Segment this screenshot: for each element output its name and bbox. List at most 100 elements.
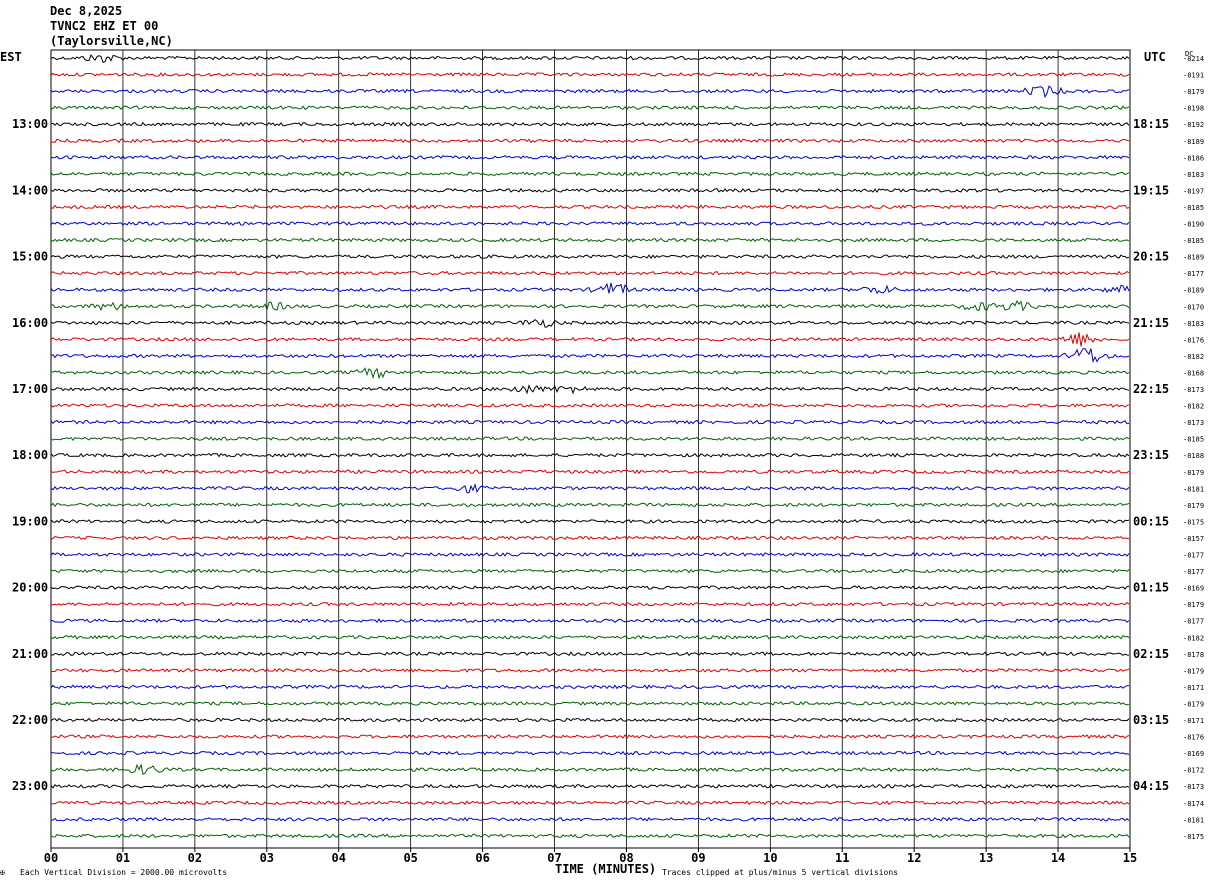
dc-offset-label: -8183 <box>1183 320 1204 328</box>
dc-offset-label: -8177 <box>1183 270 1204 278</box>
trace-line <box>50 519 1130 524</box>
plot-frame <box>50 49 1131 849</box>
trace-line <box>50 502 1130 508</box>
trace-line <box>50 72 1130 77</box>
trace-line <box>50 237 1130 243</box>
right-hour-label: 23:15 <box>1133 448 1169 462</box>
trace-line <box>50 535 1130 541</box>
trace-line <box>50 270 1130 276</box>
trace-line <box>50 105 1130 110</box>
left-axis-label: EST <box>0 50 22 64</box>
x-tick-label: 08 <box>619 851 633 865</box>
trace-line <box>50 204 1130 210</box>
dc-offset-label: -8173 <box>1183 386 1204 394</box>
trace-line <box>50 318 1130 328</box>
dc-offset-label: -8172 <box>1183 767 1204 775</box>
x-axis-label: TIME (MINUTES) <box>555 862 657 876</box>
trace-line <box>50 750 1130 756</box>
label-group: 00 01 02 03 04 05 06 07 08 09 10 11 12 13 14 15 13:00 18:… <box>12 55 1204 865</box>
right-axis-label: UTC <box>1144 50 1166 64</box>
dc-offset-label: -8177 <box>1183 568 1204 576</box>
right-hour-label: 03:15 <box>1133 713 1169 727</box>
trace-line <box>50 254 1130 260</box>
x-tick-label: 10 <box>763 851 777 865</box>
dc-offset-label: -8189 <box>1183 254 1204 262</box>
dc-offset-label: -8176 <box>1183 336 1204 344</box>
left-hour-label: 22:00 <box>12 713 48 727</box>
dc-offset-label: -8175 <box>1183 833 1204 841</box>
trace-line <box>50 138 1130 144</box>
trace-line <box>50 436 1130 442</box>
trace-line <box>50 332 1130 347</box>
dc-offset-label: -8168 <box>1183 369 1204 377</box>
trace-line <box>50 483 1130 494</box>
dc-offset-label: -8188 <box>1183 452 1204 460</box>
dc-offset-label: -8182 <box>1183 634 1204 642</box>
left-hour-label: 16:00 <box>12 316 48 330</box>
trace-line <box>50 469 1130 475</box>
trace-line <box>50 668 1130 673</box>
trace-group <box>50 53 1130 839</box>
x-tick-label: 12 <box>907 851 921 865</box>
trace-line <box>50 403 1130 408</box>
x-tick-label: 05 <box>403 851 417 865</box>
trace-line <box>50 763 1130 776</box>
right-hour-label: 02:15 <box>1133 647 1169 661</box>
x-tick-label: 03 <box>260 851 274 865</box>
right-hour-label: 22:15 <box>1133 382 1169 396</box>
dc-label: DC <box>1185 50 1194 58</box>
footer-scale-note: Each Vertical Division = 2000.00 microvo… <box>20 868 228 877</box>
dc-offset-label: -8174 <box>1183 800 1204 808</box>
dc-offset-label: -8179 <box>1183 469 1204 477</box>
x-tick-label: 04 <box>332 851 346 865</box>
x-tick-label: 06 <box>475 851 489 865</box>
trace-line <box>50 601 1130 607</box>
left-hour-label: 20:00 <box>12 581 48 595</box>
dc-offset-label: -8182 <box>1183 403 1204 411</box>
trace-line <box>51 154 1130 160</box>
dc-offset-label: -8179 <box>1183 601 1204 609</box>
trace-line <box>50 833 1130 839</box>
dc-offset-label: -8171 <box>1183 684 1204 692</box>
trace-line <box>50 651 1130 657</box>
right-hour-label: 21:15 <box>1133 316 1169 330</box>
dc-offset-label: -8192 <box>1183 121 1204 129</box>
right-hour-label: 20:15 <box>1133 250 1169 264</box>
dc-offset-label: -8197 <box>1183 187 1204 195</box>
trace-line <box>50 348 1130 364</box>
header-location: (Taylorsville,NC) <box>50 34 173 48</box>
left-hour-label: 13:00 <box>12 117 48 131</box>
dc-offset-label: -8179 <box>1183 700 1204 708</box>
dc-offset-label: -8181 <box>1183 485 1204 493</box>
left-hour-label: 15:00 <box>12 250 48 264</box>
dc-offset-label: -8179 <box>1183 667 1204 675</box>
left-hour-label: 21:00 <box>12 647 48 661</box>
trace-line <box>50 618 1130 624</box>
trace-line <box>50 367 1130 380</box>
trace-line <box>50 568 1130 574</box>
trace-line <box>50 53 1130 64</box>
left-hour-label: 18:00 <box>12 448 48 462</box>
dc-offset-label: -8173 <box>1183 419 1204 427</box>
trace-line <box>50 384 1130 395</box>
x-tick-label: 11 <box>835 851 849 865</box>
trace-line <box>50 221 1130 226</box>
trace-line <box>50 717 1130 723</box>
dc-offset-label: -8177 <box>1183 618 1204 626</box>
dc-offset-label: -8189 <box>1183 138 1204 146</box>
trace-line <box>50 634 1130 640</box>
x-tick-label: 15 <box>1123 851 1137 865</box>
x-tick-label: 02 <box>188 851 202 865</box>
dc-offset-label: -8185 <box>1183 237 1204 245</box>
x-tick-label: 01 <box>116 851 130 865</box>
trace-line <box>50 85 1130 99</box>
dc-offset-label: -8169 <box>1183 585 1204 593</box>
dc-offset-label: -8182 <box>1183 353 1204 361</box>
trace-line <box>50 419 1130 425</box>
trace-line <box>50 734 1130 739</box>
trace-line <box>50 171 1130 177</box>
left-hour-label: 14:00 <box>12 183 48 197</box>
trace-line <box>50 701 1130 706</box>
dc-offset-label: -8178 <box>1183 651 1204 659</box>
dc-offset-label: -8176 <box>1183 734 1204 742</box>
